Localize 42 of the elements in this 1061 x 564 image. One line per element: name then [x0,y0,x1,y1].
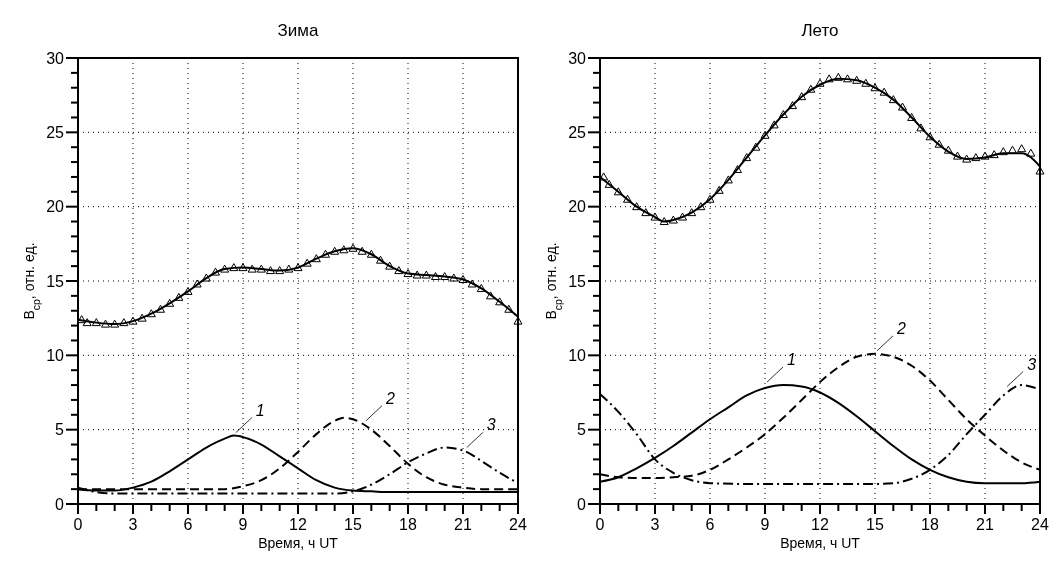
y-tick-label: 25 [46,123,65,141]
annotation: 2 [896,319,906,337]
x-tick-label: 0 [73,516,83,533]
y-tick-label: 30 [46,49,65,67]
x-tick-label: 12 [811,516,829,533]
y-tick-label: 0 [577,495,587,513]
y-tick-label: 15 [46,272,65,290]
x-tick-label: 3 [128,516,138,533]
y-tick-label: 5 [577,421,587,439]
y-tick-label: 30 [568,49,587,67]
annotation: 1 [787,351,796,369]
x-tick-label: 15 [344,516,362,533]
x-tick-label: 15 [866,516,884,533]
x-tick-label: 18 [921,516,939,533]
x-tick-label: 3 [650,516,660,533]
annotation: 3 [486,416,496,434]
y-tick-label: 10 [46,346,65,364]
y-tick-label: 20 [46,198,65,216]
x-axis-title: Время, ч UT [258,535,339,551]
annotation: 2 [385,389,395,407]
y-tick-label: 0 [55,495,65,513]
y-tick-label: 15 [568,272,587,290]
x-tick-label: 12 [289,516,307,533]
x-tick-label: 6 [705,516,715,533]
y-tick-label: 5 [55,421,65,439]
x-tick-label: 24 [1031,516,1049,533]
annotation: 1 [255,401,265,419]
chart-title: Лето [801,21,839,40]
x-tick-label: 21 [976,516,994,533]
y-tick-label: 25 [568,123,587,141]
x-tick-label: 9 [760,516,770,533]
x-axis-title: Время, ч UT [780,535,861,551]
y-tick-label: 20 [568,198,587,216]
x-tick-label: 6 [183,516,193,533]
x-tick-label: 18 [399,516,417,533]
chart-title: Зима [277,21,319,40]
x-tick-label: 0 [595,516,605,533]
x-tick-label: 21 [454,516,472,533]
x-tick-label: 24 [509,516,527,533]
annotation: 3 [1027,355,1037,373]
x-tick-label: 9 [238,516,248,533]
y-tick-label: 10 [568,346,587,364]
